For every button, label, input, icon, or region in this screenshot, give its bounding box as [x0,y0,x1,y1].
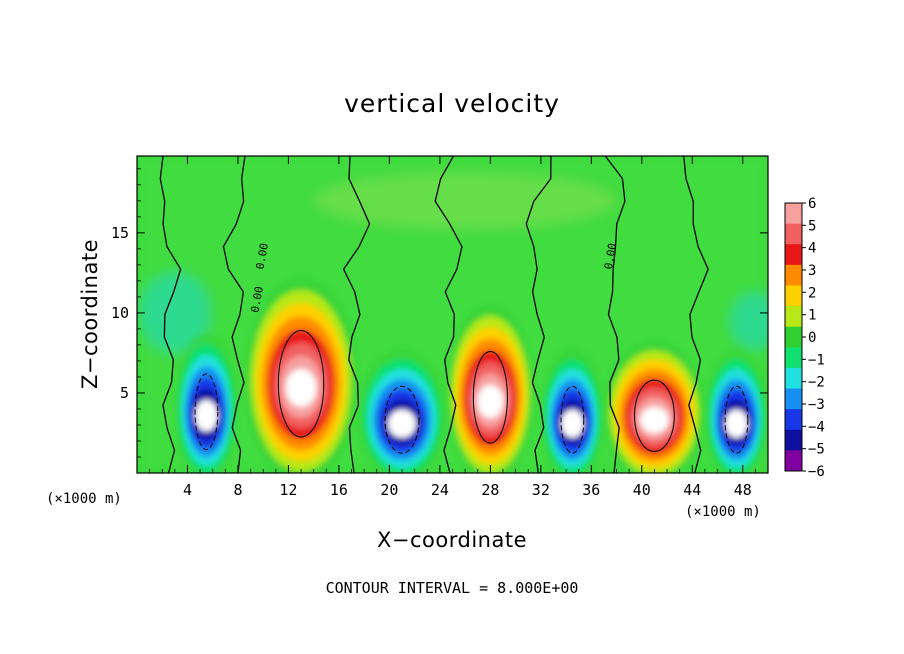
updraft-cell-2 [244,276,358,473]
colorbar-swatch-3 [785,264,802,286]
colorbar-swatch-6 [785,203,802,225]
colorbar-swatch-1 [785,306,802,328]
zero-contour-4 [434,156,463,473]
colorbar-swatch-−5 [785,429,802,451]
colorbar-label-4: 4 [808,241,816,257]
inner-contour-7 [724,385,749,454]
inner-contour-5 [560,385,585,454]
colorbar-label-−1: −1 [808,352,825,368]
contour-interval-note: CONTOUR INTERVAL = 8.000E+00 [326,579,579,597]
x-tick-label-4: 4 [183,481,192,499]
x-tick-label-28: 28 [481,481,499,499]
zero-contour-7 [683,156,709,473]
colorbar-label-−2: −2 [808,375,825,391]
x-tick-label-24: 24 [431,481,449,499]
y-tick-label-10: 10 [111,304,129,322]
contour-label-1: 0.00 [249,285,266,313]
inner-contour-6 [634,379,675,452]
y-tick-label-15: 15 [111,224,129,242]
colorbar: 6 5 4 3 2 1 0 −1 −2 −3 −4 −5 −6 [784,196,825,480]
zero-contour-5 [525,156,552,473]
x-axis: 4 8 12 16 20 24 28 32 36 40 44 48 [149,156,756,499]
colorbar-label-0: 0 [808,330,816,346]
colorbar-label-6: 6 [808,196,816,212]
x-unit-label-right: (×1000 m) [685,504,761,520]
y-axis: 5 10 15 [111,168,768,458]
colorbar-swatch-0 [785,326,802,348]
inner-contour-4 [472,351,508,444]
x-tick-label-44: 44 [683,481,701,499]
zero-contour-6 [604,156,626,473]
x-tick-label-40: 40 [633,481,651,499]
x-tick-label-48: 48 [734,481,752,499]
updraft-cell-7 [705,348,768,473]
colorbar-label-1: 1 [808,308,816,324]
chart-title: vertical velocity [344,89,560,118]
colorbar-swatch-−6 [785,450,802,472]
inner-contour-1 [194,373,219,451]
y-tick-label-5: 5 [120,384,129,402]
updraft-cell-5 [541,348,604,473]
colorbar-label-−4: −4 [808,419,825,435]
colorbar-swatch-4 [785,244,802,266]
contour-label-2: 0.00 [254,242,271,270]
colorbar-label-−6: −6 [808,464,825,480]
colorbar-swatch-2 [785,285,802,307]
colorbar-label-5: 5 [808,218,816,234]
velocity-field [137,156,768,473]
colorbar-swatch-−4 [785,409,802,431]
x-unit-label-left: (×1000 m) [46,491,122,507]
updraft-cell-3 [358,348,446,473]
updraft-cell-6 [604,340,705,473]
zero-contour-3 [342,156,371,473]
colorbar-swatch-−2 [785,367,802,390]
x-tick-label-8: 8 [233,481,242,499]
inner-contour-3 [384,385,420,454]
contour-lines: 0.00 0.00 0.00 [159,156,749,473]
x-tick-label-12: 12 [279,481,297,499]
zero-contour-1 [159,156,182,473]
colorbar-swatch-5 [785,223,802,245]
colorbar-swatch-−1 [785,347,802,369]
zero-contour-2 [222,156,246,473]
y-axis-title: Z−coordinate [78,239,102,389]
x-tick-label-16: 16 [330,481,348,499]
updraft-cell-4 [446,304,535,473]
colorbar-label-3: 3 [808,263,816,279]
contour-label-3: 0.00 [602,242,619,270]
colorbar-label-−5: −5 [808,442,825,458]
x-axis-title: X−coordinate [377,528,527,552]
colorbar-label-−3: −3 [808,397,825,413]
x-tick-label-20: 20 [380,481,398,499]
plot-area: 0.000.00 0.00 4 8 12 16 20 24 28 32 36 40 44 48 5101… [111,155,769,499]
updraft-cell-1 [175,332,238,473]
colorbar-label-2: 2 [808,285,816,301]
x-tick-label-32: 32 [532,481,550,499]
x-tick-label-36: 36 [582,481,600,499]
colorbar-swatch-−3 [785,388,802,410]
inner-contour-2 [277,329,325,438]
